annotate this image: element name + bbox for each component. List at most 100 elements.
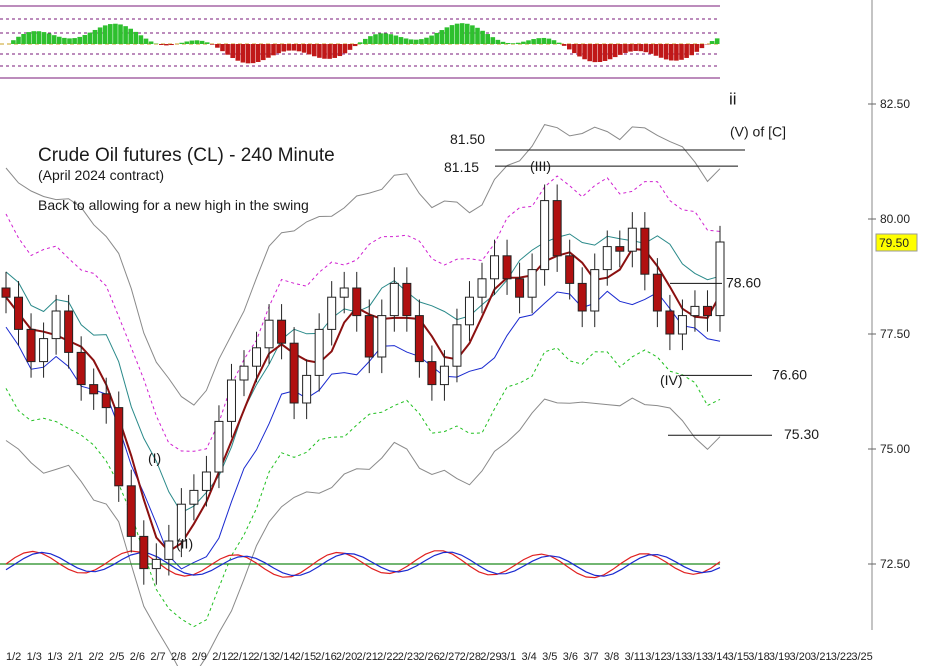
histogram-bar — [567, 44, 572, 50]
histogram-bar — [485, 34, 490, 44]
candle-body — [665, 310, 675, 335]
wave-label: ii — [729, 89, 737, 108]
candle-body — [14, 296, 24, 330]
histogram-bar — [643, 44, 649, 53]
candle-body — [264, 319, 274, 349]
x-tick-label: 3/1 — [501, 651, 516, 663]
x-tick-label: 2/12 — [233, 651, 254, 663]
candle-body — [352, 287, 362, 317]
histogram-bar — [393, 35, 399, 44]
band-magenta-upper — [5, 175, 721, 452]
histogram-bar — [475, 27, 480, 44]
x-tick-label: 3/5 — [542, 651, 557, 663]
level-lines: 81.50 81.15 78.60 76.60 75.30 — [444, 131, 819, 442]
histogram-bars — [11, 23, 720, 64]
candle-body — [565, 255, 575, 284]
histogram-bar — [592, 44, 598, 63]
candle-body — [89, 384, 99, 395]
histogram-bar — [403, 38, 409, 44]
candle-body — [139, 535, 149, 570]
histogram-bar — [602, 44, 608, 61]
histogram-bar — [459, 23, 465, 44]
x-tick-label: 2/14 — [274, 651, 295, 663]
histogram-bar — [164, 44, 169, 46]
candle-body — [427, 361, 437, 386]
candle-body — [289, 342, 299, 404]
histogram-bar — [240, 44, 246, 63]
histogram-bar — [51, 35, 57, 44]
candle-body — [64, 310, 74, 353]
candle-body — [26, 328, 36, 363]
histogram-bar — [271, 44, 276, 56]
histogram-bar — [235, 44, 241, 61]
level-label: 81.15 — [444, 159, 479, 175]
candle-body — [114, 407, 124, 487]
histogram-bar — [133, 31, 139, 44]
histogram-bar — [108, 24, 113, 44]
histogram-bar — [536, 38, 541, 44]
y-tick-label: 75.00 — [880, 442, 910, 456]
histogram-bar — [541, 37, 547, 44]
histogram-bar — [261, 44, 266, 61]
candle-body — [452, 324, 462, 367]
x-tick-label: 3/15 — [728, 651, 749, 663]
histogram-bar — [439, 30, 445, 44]
histogram-bar — [449, 25, 455, 44]
candle-body — [414, 315, 424, 363]
moving-average-line — [5, 247, 721, 553]
histogram-bar — [215, 44, 220, 48]
histogram-bar — [577, 44, 582, 57]
x-tick-label: 3/13 — [686, 651, 707, 663]
candle-body — [164, 540, 174, 560]
histogram-bar — [169, 44, 174, 46]
x-tick-label: 2/16 — [315, 651, 336, 663]
histogram-bar — [582, 44, 587, 60]
histogram-bar — [373, 34, 378, 44]
histogram-bar — [388, 34, 394, 44]
x-tick-label: 3/21 — [810, 651, 831, 663]
histogram-bar — [363, 38, 368, 44]
histogram-bar — [36, 31, 42, 44]
histogram-bar — [408, 39, 414, 44]
x-tick-label: 2/29 — [480, 651, 501, 663]
x-tick-label: 1/2 — [6, 651, 21, 663]
histogram-bar — [653, 44, 659, 56]
histogram-bar — [31, 31, 37, 44]
x-tick-label: 2/12 — [212, 651, 233, 663]
candle-body — [640, 227, 650, 275]
y-tick-label: 80.00 — [880, 212, 910, 226]
histogram-bar — [286, 44, 292, 51]
y-tick-label: 72.50 — [880, 557, 910, 571]
x-tick-label: 2/5 — [109, 651, 124, 663]
candle-body — [101, 393, 111, 409]
histogram-bar — [434, 32, 439, 44]
histogram-bar — [189, 40, 195, 44]
histogram-bar — [143, 38, 149, 44]
x-tick-label: 3/6 — [563, 651, 578, 663]
candle-body — [540, 200, 550, 271]
candlesticks — [1, 184, 725, 585]
candle-body — [652, 273, 662, 312]
histogram-bar — [618, 44, 623, 55]
histogram-bar — [414, 39, 419, 44]
level-label: 78.60 — [726, 274, 761, 290]
candle-body — [627, 227, 637, 252]
histogram-bar — [102, 25, 108, 44]
histogram-bar — [82, 35, 88, 44]
histogram-bar — [245, 44, 251, 64]
candle-body — [490, 255, 500, 280]
histogram-bar — [276, 44, 281, 54]
histogram-bar — [658, 44, 664, 58]
histogram-bar — [46, 33, 52, 44]
x-tick-label: 3/7 — [583, 651, 598, 663]
candle-body — [1, 287, 11, 298]
histogram-bar — [516, 42, 521, 44]
histogram-bar — [714, 38, 720, 44]
histogram-bar — [97, 27, 103, 44]
x-tick-label: 2/28 — [460, 651, 481, 663]
histogram-bar — [342, 44, 348, 54]
candle-body — [702, 305, 712, 317]
candle-body — [477, 278, 487, 298]
histogram-bar — [62, 37, 67, 44]
